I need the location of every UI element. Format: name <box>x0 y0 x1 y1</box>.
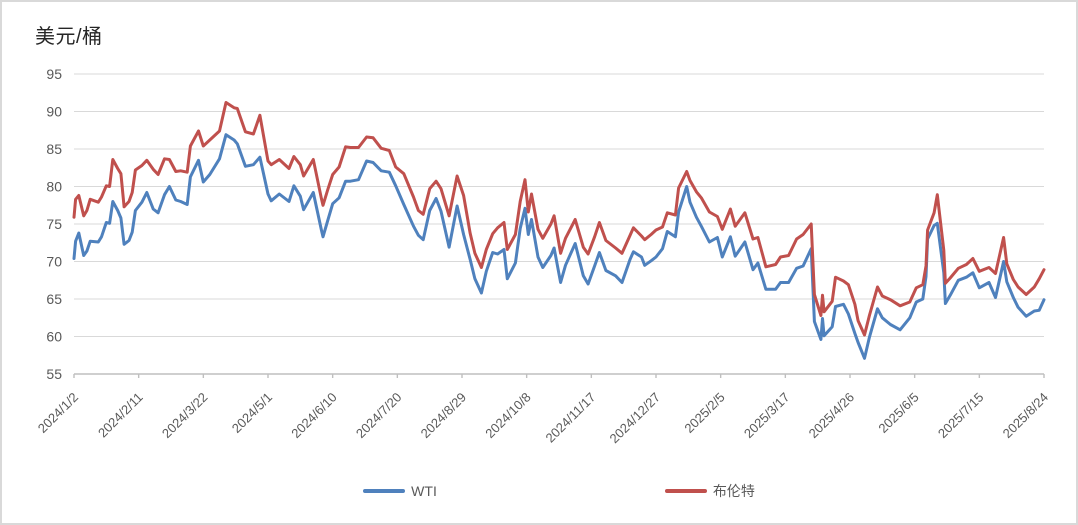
y-tick-label: 65 <box>46 291 62 307</box>
x-tick-label: 2024/7/20 <box>353 390 405 442</box>
x-tick-label: 2024/11/17 <box>543 390 599 446</box>
y-tick-label: 95 <box>46 66 62 82</box>
x-tick-label: 2024/8/29 <box>418 390 470 442</box>
chart-legend: WTI 布伦特 <box>74 481 1044 501</box>
y-tick-label: 80 <box>46 179 62 195</box>
y-tick-label: 75 <box>46 216 62 232</box>
legend-item-wti[interactable]: WTI <box>363 483 437 499</box>
x-tick-label: 2024/3/22 <box>159 390 211 442</box>
x-tick-label: 2024/6/10 <box>288 390 340 442</box>
legend-label-wti: WTI <box>411 483 437 499</box>
x-tick-label: 2024/2/11 <box>95 390 146 441</box>
x-tick-label: 2025/2/5 <box>681 390 727 436</box>
x-tick-label: 2024/1/2 <box>35 390 81 436</box>
x-tick-label: 2025/3/17 <box>741 390 793 442</box>
y-tick-label: 70 <box>46 254 62 270</box>
legend-label-brent: 布伦特 <box>712 483 755 499</box>
y-tick-label: 90 <box>46 104 62 120</box>
y-tick-label: 55 <box>46 366 62 382</box>
y-tick-label: 85 <box>46 141 62 157</box>
x-tick-label: 2024/5/1 <box>229 390 275 436</box>
chart-title: 美元/桶 <box>35 26 103 48</box>
y-tick-label: 60 <box>46 329 62 345</box>
x-tick-label: 2025/8/24 <box>1000 390 1052 442</box>
x-tick-label: 2025/4/26 <box>806 390 858 442</box>
legend-item-brent[interactable]: 布伦特 <box>664 481 755 501</box>
wti-line[interactable] <box>72 133 1046 360</box>
x-tick-label: 2024/12/27 <box>606 390 663 447</box>
x-tick-label: 2024/10/8 <box>482 390 534 442</box>
brent-line-swatch-icon <box>664 489 707 493</box>
wti-line-swatch-icon <box>363 489 406 493</box>
x-tick-label: 2025/7/15 <box>935 390 987 442</box>
x-tick-label: 2025/6/5 <box>875 390 921 436</box>
brent-line[interactable] <box>72 101 1046 337</box>
